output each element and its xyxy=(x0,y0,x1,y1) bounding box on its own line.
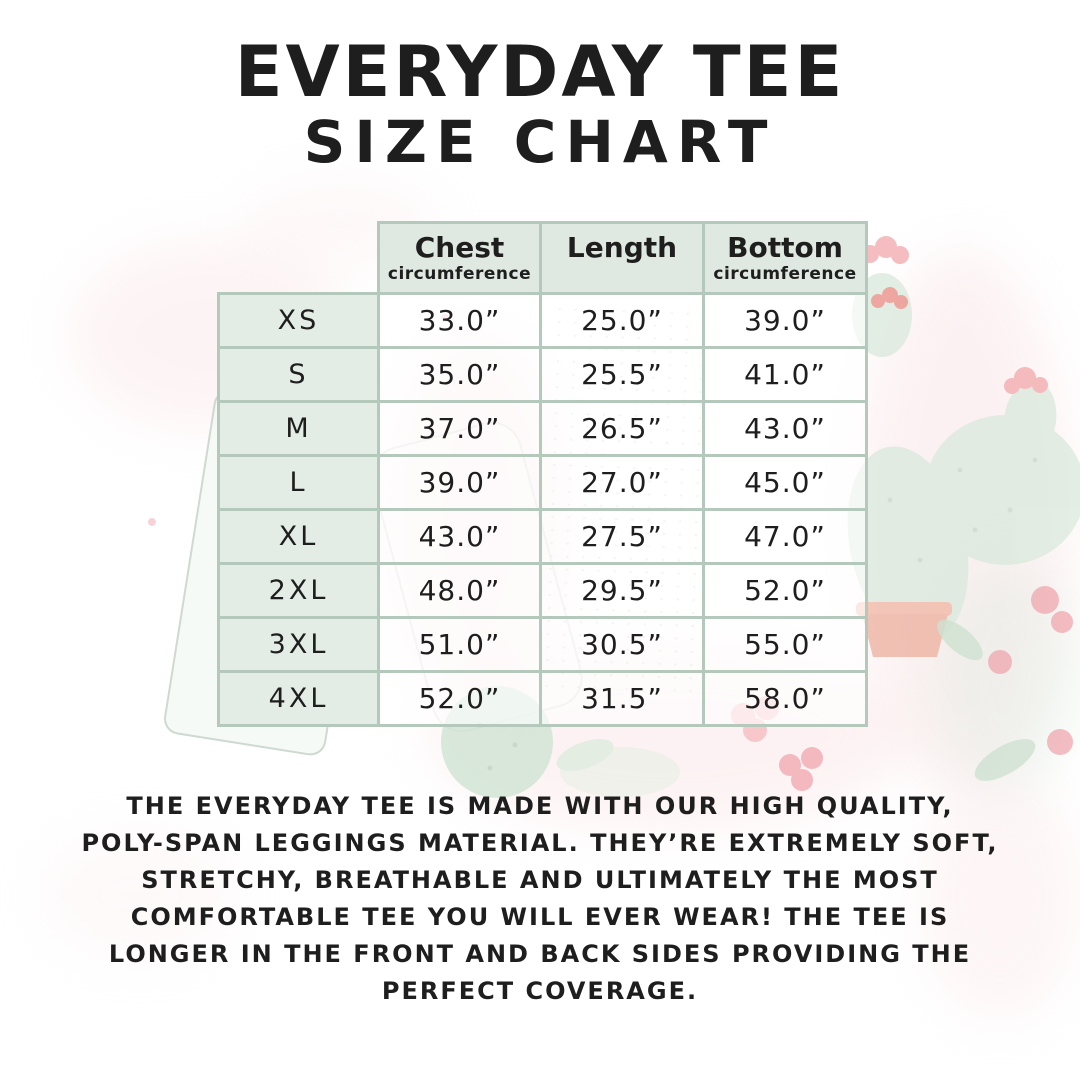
cactus-illustration xyxy=(847,236,1080,657)
bottom-value-cell: 45.0” xyxy=(702,454,868,511)
description-line: LONGER IN THE FRONT AND BACK SIDES PROVI… xyxy=(108,940,972,968)
column-sublabel: circumference xyxy=(713,263,857,284)
length-value-cell: 25.5” xyxy=(539,346,705,403)
length-value-cell: 27.5” xyxy=(539,508,705,565)
header-row: Chest circumference Length Bottom circum… xyxy=(219,221,868,295)
chest-value-cell: 51.0” xyxy=(377,616,542,673)
empty-corner-cell xyxy=(219,223,379,294)
chest-value-cell: 33.0” xyxy=(377,292,542,349)
chest-value-cell: 52.0” xyxy=(377,670,542,727)
table-row: M 37.0” 26.5” 43.0” xyxy=(217,400,868,457)
column-sublabel: circumference xyxy=(387,263,532,284)
size-table: Chest circumference Length Bottom circum… xyxy=(217,221,868,727)
description-line: PERFECT COVERAGE. xyxy=(381,977,699,1005)
bottom-value-cell: 39.0” xyxy=(702,292,868,349)
column-header-bottom: Bottom circumference xyxy=(702,221,868,295)
size-label-cell: M xyxy=(217,400,380,457)
table-row: 4XL 52.0” 31.5” 58.0” xyxy=(217,670,868,727)
column-label: Chest xyxy=(414,231,505,265)
chest-value-cell: 37.0” xyxy=(377,400,542,457)
chest-value-cell: 39.0” xyxy=(377,454,542,511)
product-description: THE EVERYDAY TEE IS MADE WITH OUR HIGH Q… xyxy=(0,788,1080,1010)
bottom-value-cell: 43.0” xyxy=(702,400,868,457)
column-label: Bottom xyxy=(727,231,843,265)
size-label-cell: L xyxy=(217,454,380,511)
column-label: Length xyxy=(566,231,678,265)
table-row: L 39.0” 27.0” 45.0” xyxy=(217,454,868,511)
length-value-cell: 27.0” xyxy=(539,454,705,511)
title-block: EVERYDAY TEE SIZE CHART xyxy=(0,31,1080,176)
pink-wash xyxy=(920,770,1080,1020)
description-line: STRETCHY, BREATHABLE AND ULTIMATELY THE … xyxy=(141,866,939,894)
pink-wash xyxy=(40,830,240,960)
description-line: THE EVERYDAY TEE IS MADE WITH OUR HIGH Q… xyxy=(126,792,954,820)
length-value-cell: 31.5” xyxy=(539,670,705,727)
size-label-cell: 4XL xyxy=(217,670,380,727)
length-value-cell: 25.0” xyxy=(539,292,705,349)
chest-value-cell: 43.0” xyxy=(377,508,542,565)
size-label-cell: 2XL xyxy=(217,562,380,619)
size-label-cell: XL xyxy=(217,508,380,565)
description-line: POLY-SPAN LEGGINGS MATERIAL. THEY’RE EXT… xyxy=(81,829,999,857)
bottom-value-cell: 52.0” xyxy=(702,562,868,619)
length-value-cell: 29.5” xyxy=(539,562,705,619)
table-row: XS 33.0” 25.0” 39.0” xyxy=(217,292,868,349)
bottom-value-cell: 41.0” xyxy=(702,346,868,403)
table-row: XL 43.0” 27.5” 47.0” xyxy=(217,508,868,565)
description-line: COMFORTABLE TEE YOU WILL EVER WEAR! THE … xyxy=(130,903,950,931)
table-row: 3XL 51.0” 30.5” 55.0” xyxy=(217,616,868,673)
table-row: 2XL 48.0” 29.5” 52.0” xyxy=(217,562,868,619)
bottom-value-cell: 58.0” xyxy=(702,670,868,727)
flower-illustration xyxy=(871,287,908,309)
bottom-value-cell: 55.0” xyxy=(702,616,868,673)
page-title: EVERYDAY TEE xyxy=(234,31,846,113)
length-value-cell: 30.5” xyxy=(539,616,705,673)
length-value-cell: 26.5” xyxy=(539,400,705,457)
size-label-cell: 3XL xyxy=(217,616,380,673)
size-label-cell: S xyxy=(217,346,380,403)
size-label-cell: XS xyxy=(217,292,380,349)
column-header-length: Length xyxy=(539,221,705,295)
chest-value-cell: 35.0” xyxy=(377,346,542,403)
column-header-chest: Chest circumference xyxy=(377,221,542,295)
bottom-value-cell: 47.0” xyxy=(702,508,868,565)
column-sublabel xyxy=(542,265,702,284)
chest-value-cell: 48.0” xyxy=(377,562,542,619)
table-row: S 35.0” 25.5” 41.0” xyxy=(217,346,868,403)
page-subtitle: SIZE CHART xyxy=(303,107,777,176)
